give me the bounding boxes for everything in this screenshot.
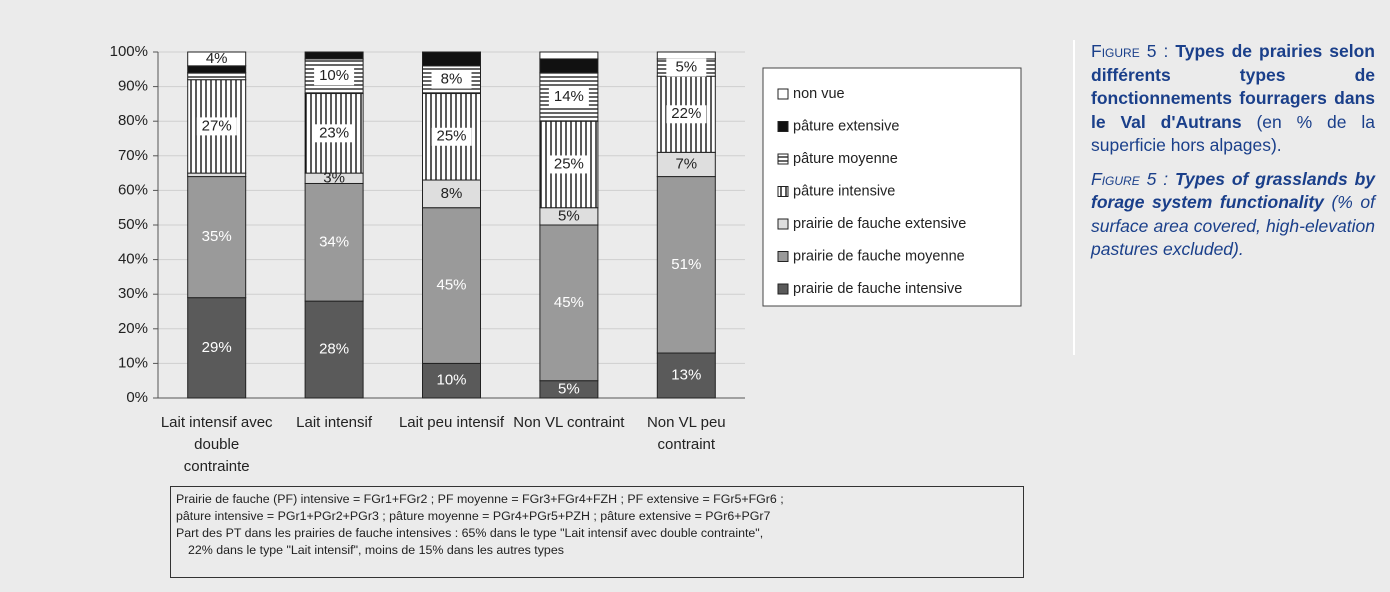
x-tick-label: Non VL peu contraint (646, 414, 726, 453)
bar-segment (539, 51, 599, 60)
label-bg (666, 105, 707, 124)
y-tick-label: 60% (118, 181, 148, 198)
legend-swatch (777, 186, 789, 197)
legend-label: pâture moyenne (793, 151, 898, 167)
legend-box (762, 67, 1022, 307)
data-label: 34% (319, 233, 349, 250)
data-label: 14% (554, 88, 584, 105)
caption-label: Figure 5 : (1091, 168, 1176, 189)
legend-label: pâture extensive (793, 118, 899, 134)
bar-segment (187, 176, 247, 299)
bar-segment (187, 172, 247, 178)
label-bg (431, 70, 472, 89)
bar-segment (422, 207, 481, 364)
legend-swatch (777, 251, 789, 262)
caption-text: (en % de la superficie hors alpages). (1091, 111, 1376, 156)
bar-segment (656, 176, 716, 354)
legend-label: prairie de fauche extensive (793, 216, 966, 232)
data-label: 7% (675, 155, 697, 172)
x-tick-label: Lait peu intensif (398, 414, 505, 431)
y-tick-label: 10% (118, 354, 148, 371)
bar-segment (304, 300, 364, 399)
y-tick-label: 70% (118, 147, 148, 164)
figure-caption: Figure 5 : Types de prairies selon diffé… (1073, 40, 1375, 355)
legend-label: pâture intensive (793, 183, 895, 199)
caption-label: Figure 5 : (1091, 41, 1176, 61)
bar-segment (539, 58, 599, 74)
legend-label: non vue (793, 86, 845, 102)
note-line: 22% dans le type "Lait intensif", moins … (188, 543, 564, 557)
data-label: 35% (202, 228, 232, 245)
bar-segment (656, 151, 716, 178)
caption-en: Figure 5 : Types of grasslands by forage… (1091, 168, 1375, 262)
data-label: 8% (441, 71, 463, 88)
legend-label: prairie de fauche intensive (793, 281, 962, 297)
label-bg (196, 117, 237, 136)
label-bg (314, 124, 355, 143)
data-label: 10% (319, 67, 349, 84)
data-label: 25% (554, 155, 584, 172)
data-label: 13% (671, 366, 701, 383)
legend-swatch (777, 283, 789, 295)
bar-segment (656, 352, 716, 399)
data-label: 23% (319, 124, 349, 141)
y-tick-label: 50% (118, 216, 148, 233)
y-tick-label: 30% (118, 285, 148, 302)
data-label: 22% (671, 105, 701, 122)
legend-swatch (777, 153, 789, 165)
y-tick-label: 40% (118, 251, 148, 268)
y-tick-label: 90% (118, 78, 148, 95)
note-line: Part des PT dans les prairies de fauche … (176, 526, 764, 540)
note-line: Prairie de fauche (PF) intensive = FGr1+… (176, 492, 784, 506)
label-bg (548, 87, 589, 106)
data-label: 25% (436, 128, 466, 145)
data-label: 27% (202, 117, 232, 134)
x-tick-label: Non VL contraint (513, 414, 625, 431)
legend-swatch (777, 121, 789, 132)
bar-segment (422, 51, 481, 67)
data-label: 5% (558, 380, 580, 397)
data-label: 3% (323, 169, 345, 186)
data-label: 51% (671, 256, 701, 273)
legend-swatch (777, 88, 789, 100)
bar-segment (187, 72, 247, 81)
x-tick-label: Lait intensif (296, 414, 373, 431)
bar-segment (539, 224, 599, 382)
bar-segment (422, 362, 481, 399)
bar-segment (422, 179, 481, 209)
label-bg (548, 155, 589, 174)
data-label: 10% (436, 372, 466, 389)
y-tick-label: 80% (118, 112, 148, 129)
y-tick-label: 0% (126, 389, 148, 406)
caption-title: Types de prairies selon différents types… (1091, 41, 1375, 132)
data-label: 4% (206, 50, 228, 67)
legend-swatch (777, 218, 789, 230)
data-label: 28% (319, 341, 349, 358)
legend-label: prairie de fauche moyenne (793, 248, 965, 264)
label-bg (431, 127, 472, 146)
x-tick-label: Lait intensif avec double contrainte (160, 414, 273, 475)
data-label: 45% (436, 277, 466, 294)
caption-fr: Figure 5 : Types de prairies selon diffé… (1091, 40, 1375, 158)
data-label: 8% (441, 185, 463, 202)
y-tick-label: 20% (118, 320, 148, 337)
bar-segment (304, 51, 364, 60)
data-label: 45% (554, 294, 584, 311)
data-label: 5% (675, 59, 697, 76)
data-label: 29% (202, 339, 232, 356)
bar-segment (187, 51, 247, 67)
caption-text: (% of surface area covered, high-elevati… (1091, 192, 1375, 259)
note-line: pâture intensive = PGr1+PGr2+PGr3 ; pâtu… (176, 509, 771, 523)
caption-title: Types of grasslands by forage system fun… (1091, 168, 1376, 213)
data-label: 5% (558, 207, 580, 224)
notes-box: Prairie de fauche (PF) intensive = FGr1+… (170, 486, 1024, 578)
label-bg (314, 67, 355, 86)
label-bg (666, 58, 707, 77)
y-tick-label: 100% (110, 43, 148, 60)
